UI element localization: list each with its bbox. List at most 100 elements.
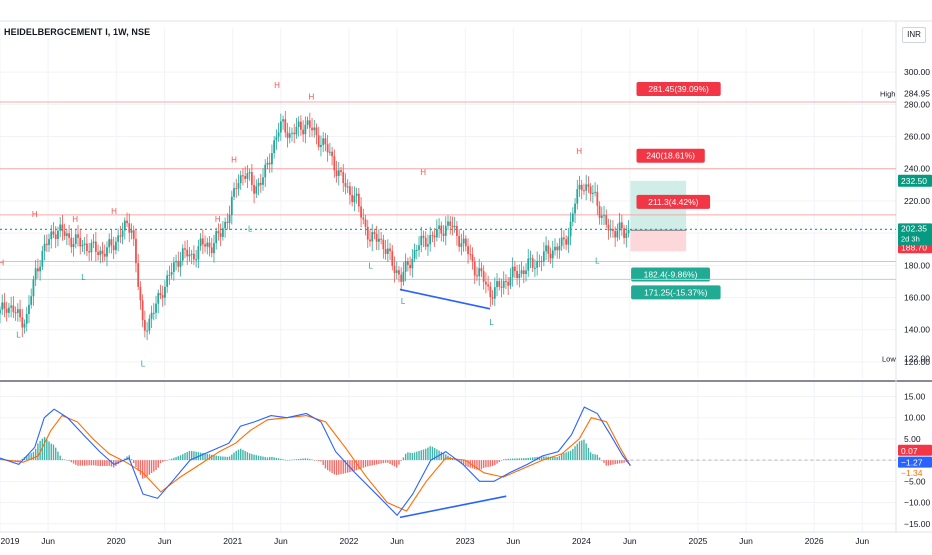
candle-body xyxy=(440,225,443,234)
pivot-low-label: L xyxy=(141,360,146,369)
candle-body xyxy=(435,229,438,238)
histogram-bar xyxy=(41,438,44,461)
axis-price-tag-box xyxy=(898,174,932,187)
candle-body xyxy=(362,217,365,220)
candle-body xyxy=(409,264,412,269)
candle-body xyxy=(208,242,211,248)
candle-body xyxy=(373,232,376,234)
low-label: Low xyxy=(882,355,896,364)
histogram-bar xyxy=(560,454,563,461)
candle-body xyxy=(366,226,369,240)
candle-body xyxy=(210,247,213,254)
candle-body xyxy=(228,215,231,223)
candle-body xyxy=(268,162,271,165)
histogram-bar xyxy=(411,452,414,461)
histogram-bar xyxy=(228,456,231,461)
histogram-bar xyxy=(364,460,367,467)
candle-body xyxy=(61,224,64,232)
histogram-bar xyxy=(583,439,585,461)
candle-body xyxy=(117,235,120,242)
histogram-bar xyxy=(518,458,521,461)
candle-body xyxy=(215,231,218,244)
candle-body xyxy=(558,245,561,251)
candle-body xyxy=(444,225,447,236)
candle-body xyxy=(413,250,416,259)
level-tag: 182.4(-9.86%) xyxy=(631,267,710,282)
macd-value-tag: 0.07 xyxy=(898,444,932,456)
histogram-bar xyxy=(509,458,512,461)
pivot-high-label: H xyxy=(72,215,78,224)
candle-body xyxy=(190,253,193,255)
histogram-bar xyxy=(237,449,240,461)
candle-body xyxy=(135,238,137,264)
candle-body xyxy=(402,271,405,282)
histogram-bar xyxy=(88,460,90,466)
candle-body xyxy=(79,237,82,247)
candle-body xyxy=(442,233,445,236)
histogram-bar xyxy=(567,451,570,461)
candle-body xyxy=(620,222,623,229)
candle-body xyxy=(547,245,550,254)
candle-body xyxy=(284,119,287,133)
histogram-bar xyxy=(190,450,193,461)
candle-body xyxy=(155,303,157,313)
histogram-bar xyxy=(329,460,331,472)
candle-body xyxy=(493,287,496,299)
histogram-bar xyxy=(491,460,494,467)
candle-body xyxy=(429,235,432,245)
symbol-title[interactable]: HEIDELBERGCEMENT I, 1W, NSE xyxy=(4,27,151,37)
histogram-bar xyxy=(621,460,623,464)
histogram-bar xyxy=(146,460,148,477)
candle-body xyxy=(473,261,476,276)
candle-body xyxy=(427,244,429,247)
level-tag: 281.45(39.09%) xyxy=(636,82,721,97)
candle-body xyxy=(41,250,44,267)
candle-body xyxy=(304,124,307,135)
histogram-bar xyxy=(101,460,104,467)
high-value: 284.95 xyxy=(904,88,930,98)
histogram-bar xyxy=(529,457,532,461)
histogram-bar xyxy=(141,460,144,479)
candle-body xyxy=(596,191,599,206)
histogram-bar xyxy=(422,449,425,461)
pivot-high-label: H xyxy=(32,210,38,219)
histogram-bar xyxy=(251,454,253,461)
histogram-bar xyxy=(59,455,61,461)
histogram-bar xyxy=(520,458,523,461)
histogram-bar xyxy=(260,456,262,461)
histogram-bar xyxy=(306,458,309,461)
price-tick-label: 220.00 xyxy=(904,196,930,206)
histogram-bar xyxy=(72,460,75,464)
candle-body xyxy=(393,265,396,273)
candle-body xyxy=(502,280,505,288)
pivot-low-label: L xyxy=(81,273,86,282)
histogram-bar xyxy=(616,460,619,464)
histogram-bar xyxy=(511,458,514,461)
histogram-bar xyxy=(380,460,382,464)
histogram-bar xyxy=(601,460,603,461)
macd-tick-label: −15.00 xyxy=(904,519,931,529)
histogram-bar xyxy=(460,460,463,464)
macd-tick-label: 5.00 xyxy=(904,434,921,444)
candle-body xyxy=(23,323,26,328)
grid xyxy=(0,28,896,532)
candle-body xyxy=(569,221,572,237)
candle-body xyxy=(496,281,498,288)
candle-body xyxy=(197,246,200,260)
histogram-bar xyxy=(291,459,293,461)
candle-body xyxy=(63,231,66,236)
histogram-bar xyxy=(474,460,476,469)
candle-body xyxy=(126,220,128,224)
pivot-low-label: L xyxy=(595,257,600,266)
candle-body xyxy=(48,239,50,245)
currency-button[interactable]: INR xyxy=(902,27,926,43)
time-tick-label: Jun xyxy=(41,536,55,546)
candle-body xyxy=(141,300,144,321)
histogram-bar xyxy=(92,460,95,466)
price-axis: 120.00140.00160.00180.00200.00220.00240.… xyxy=(904,67,930,367)
candle-body xyxy=(199,238,202,247)
histogram-bar xyxy=(162,460,164,462)
histogram-bar xyxy=(589,452,592,461)
